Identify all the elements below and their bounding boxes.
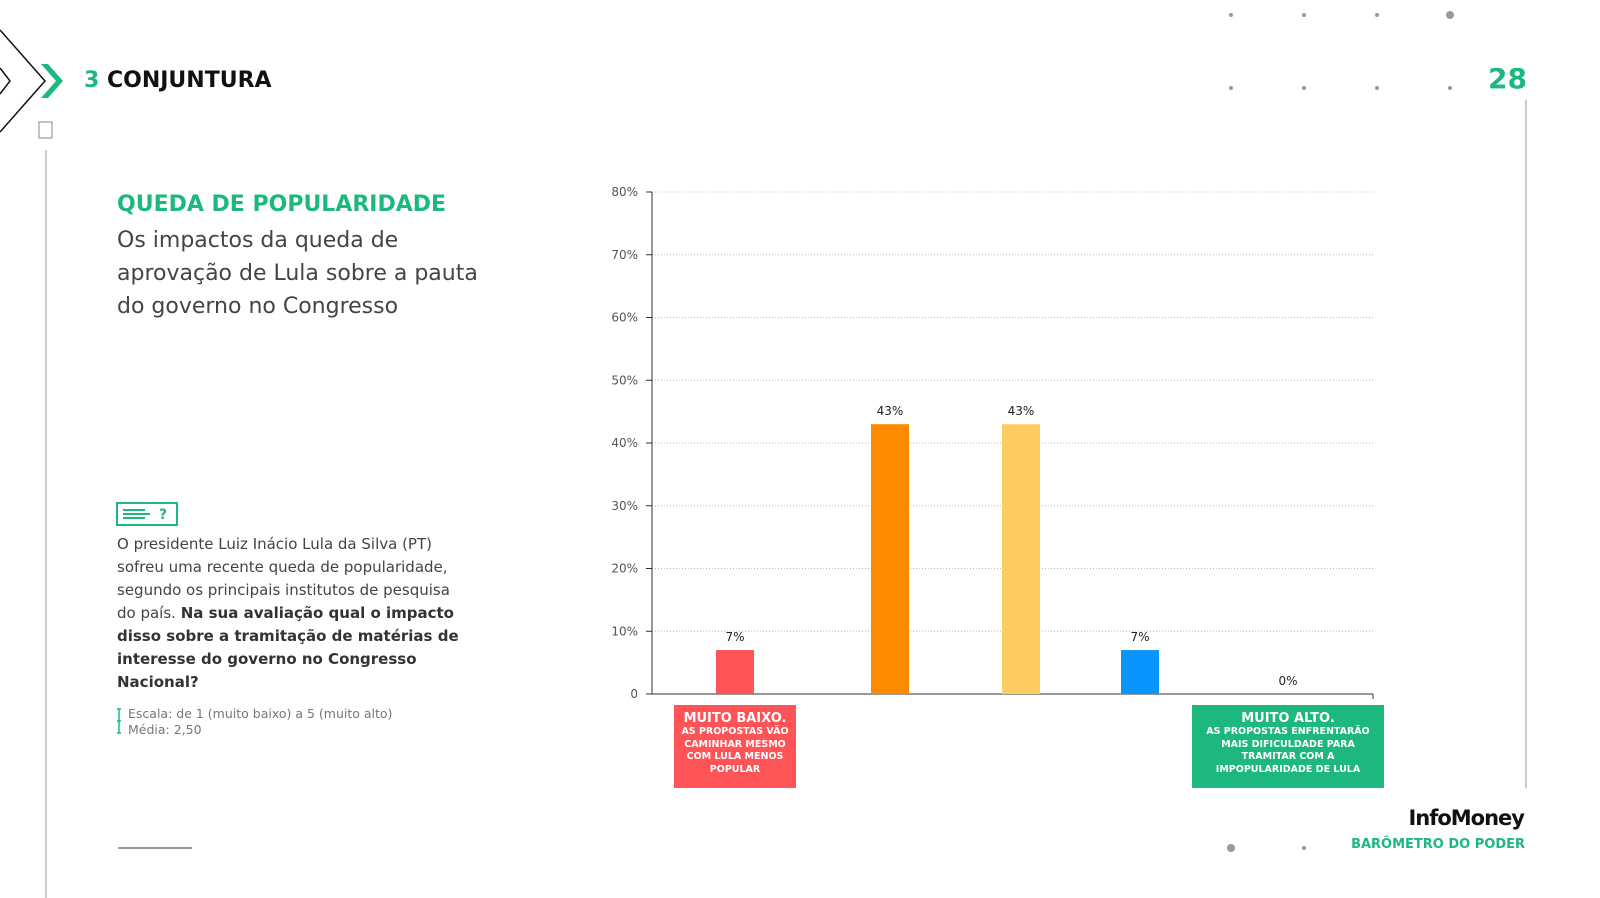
value-label: 7% xyxy=(1130,630,1149,644)
y-tick-label: 70% xyxy=(611,248,638,262)
y-tick-label: 10% xyxy=(611,624,638,638)
y-tick-label: 60% xyxy=(611,311,638,325)
question-icon: ? xyxy=(116,502,178,526)
question: O presidente Luiz Inácio Lula da Silva (… xyxy=(117,533,462,694)
chevron-icon xyxy=(41,64,63,98)
category-label: MUITO ALTO. xyxy=(1241,711,1335,726)
bar xyxy=(1002,424,1040,694)
svg-text:?: ? xyxy=(159,507,167,523)
mean-text: Média: 2,50 xyxy=(128,722,202,737)
bar xyxy=(871,424,909,694)
category-box: MUITO ALTO. AS PROPOSTAS ENFRENTARÃO MAIS… xyxy=(1192,705,1384,788)
question-context: O presidente Luiz Inácio Lula da Silva (… xyxy=(117,535,450,622)
publication: BARÔMETRO DO PODER xyxy=(1351,837,1525,852)
section-title: CONJUNTURA xyxy=(106,68,272,93)
heading-title: QUEDA DE POPULARIDADE xyxy=(117,192,447,217)
bar xyxy=(716,650,754,694)
value-label: 43% xyxy=(1008,404,1035,418)
nav-chevrons xyxy=(0,29,47,133)
doc-icon xyxy=(38,121,53,139)
category-box: MUITO BAIXO. AS PROPOSTAS VÃO CAMINHAR ME… xyxy=(674,705,796,788)
category-note: AS PROPOSTAS ENFRENTARÃO MAIS DIFICULDAD… xyxy=(1206,726,1370,775)
page-number: 28 xyxy=(1488,62,1527,95)
section-number: 3 xyxy=(84,68,100,93)
brand: InfoMoney xyxy=(1408,806,1525,830)
value-label: 43% xyxy=(877,404,904,418)
y-tick-label: 30% xyxy=(611,499,638,513)
category-note: AS PROPOSTAS VÃO CAMINHAR MESMO COM LULA… xyxy=(681,726,789,775)
category-label: MUITO BAIXO. xyxy=(683,711,787,726)
value-label: 0% xyxy=(1278,674,1297,688)
y-tick-label: 80% xyxy=(611,185,638,199)
question-prompt: Na sua avaliação qual o impacto disso so… xyxy=(117,604,459,691)
dot-pattern xyxy=(1227,11,1454,852)
y-tick-label: 20% xyxy=(611,562,638,576)
scale-icon xyxy=(117,708,121,734)
bar xyxy=(1121,650,1159,694)
chart: 0 10% 20% 30% 40% 50% 60% 70% 80% 7% 43% 43% 7% 0% xyxy=(611,185,1374,701)
y-tick-label: 50% xyxy=(611,373,638,387)
scale-text: Escala: de 1 (muito baixo) a 5 (muito al… xyxy=(128,706,393,721)
value-label: 7% xyxy=(725,630,744,644)
section-label: 3 CONJUNTURA xyxy=(84,68,272,93)
y-tick-label: 0 xyxy=(630,687,638,701)
scale-note: Escala: de 1 (muito baixo) a 5 (muito al… xyxy=(128,706,392,738)
heading-subtitle: Os impactos da queda de aprovação de Lul… xyxy=(117,228,478,319)
y-tick-label: 40% xyxy=(611,436,638,450)
